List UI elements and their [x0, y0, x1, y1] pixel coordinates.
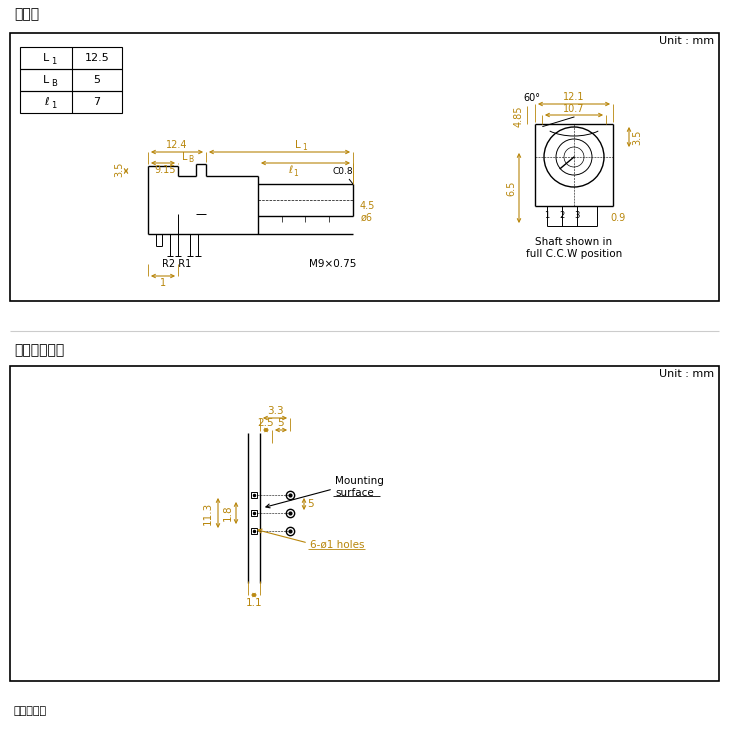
Text: 60°: 60°: [523, 93, 540, 103]
Text: 12.4: 12.4: [166, 140, 188, 150]
Text: B: B: [51, 79, 57, 87]
Text: L: L: [182, 152, 188, 162]
Text: R2 R1: R2 R1: [163, 259, 192, 269]
Text: 3.5: 3.5: [632, 130, 642, 144]
Text: surface: surface: [335, 488, 374, 498]
Text: 1: 1: [160, 278, 166, 288]
Text: 1: 1: [51, 56, 57, 65]
Text: 5: 5: [278, 418, 284, 428]
Bar: [251, 528, 257, 534]
Text: 12.5: 12.5: [85, 53, 109, 63]
Text: full C.C.W position: full C.C.W position: [526, 249, 622, 259]
Text: 4.85: 4.85: [514, 105, 524, 127]
Bar: [20, 69, 122, 91]
Text: Unit : mm: Unit : mm: [659, 36, 714, 46]
Text: 安装孔尺寸图: 安装孔尺寸图: [14, 343, 64, 357]
Text: 11.3: 11.3: [203, 502, 213, 525]
Text: 10.7: 10.7: [564, 104, 585, 114]
Bar: [20, 47, 122, 69]
Text: 外形图: 外形图: [14, 7, 39, 21]
Bar: [251, 492, 257, 498]
Text: 1: 1: [545, 211, 550, 221]
Bar: [20, 91, 122, 113]
Text: 1.8: 1.8: [223, 505, 233, 522]
Text: 12.1: 12.1: [564, 92, 585, 102]
Text: 3.3: 3.3: [267, 406, 284, 416]
Text: 6-ø1 holes: 6-ø1 holes: [310, 540, 364, 550]
Text: 2.5: 2.5: [257, 418, 274, 428]
Text: 7: 7: [93, 97, 101, 107]
Text: Mounting: Mounting: [335, 476, 384, 486]
Text: 1: 1: [294, 168, 298, 178]
Text: 1.1: 1.1: [246, 598, 262, 608]
Text: 5: 5: [93, 75, 101, 85]
Text: 2: 2: [559, 211, 565, 221]
Text: ℓ: ℓ: [288, 165, 292, 175]
Text: 0.9: 0.9: [610, 213, 625, 223]
Text: 4.5: 4.5: [359, 201, 375, 211]
Text: 1: 1: [51, 101, 57, 110]
Text: 9.15: 9.15: [155, 165, 176, 175]
Bar: [251, 510, 257, 516]
Text: Shaft shown in: Shaft shown in: [535, 237, 612, 247]
Text: L: L: [43, 75, 49, 85]
Text: L: L: [43, 53, 49, 63]
Text: ℓ: ℓ: [44, 97, 48, 107]
Text: B: B: [188, 156, 194, 165]
Text: Unit : mm: Unit : mm: [659, 369, 714, 379]
Text: 5: 5: [308, 499, 314, 509]
Text: L: L: [295, 140, 301, 150]
Bar: [10, 366, 719, 681]
Bar: [10, 33, 719, 301]
Text: 自插入侧置: 自插入侧置: [14, 706, 47, 716]
Text: 3: 3: [574, 211, 580, 221]
Text: M9×0.75: M9×0.75: [309, 259, 356, 269]
Text: C0.8: C0.8: [332, 167, 354, 176]
Text: 1: 1: [303, 144, 308, 153]
Text: ø6: ø6: [361, 213, 373, 223]
Text: 3.5: 3.5: [114, 162, 124, 176]
Text: 6.5: 6.5: [506, 180, 516, 196]
